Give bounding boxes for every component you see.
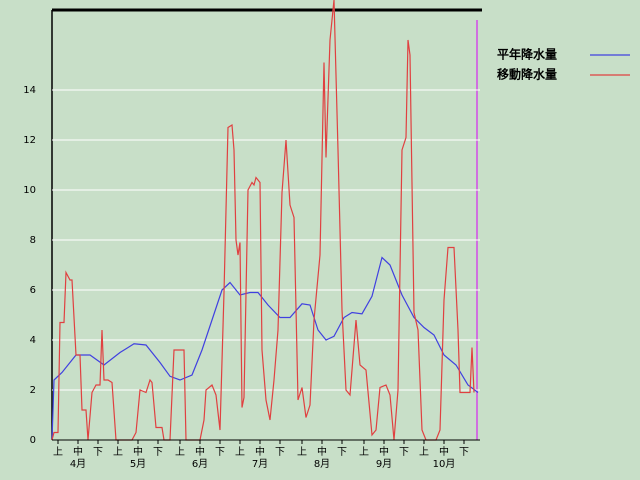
x-tick-label: 中 <box>317 445 327 458</box>
x-tick-label: 上 <box>297 446 307 458</box>
y-tick-label: 8 <box>30 235 36 246</box>
month-label: 6月 <box>192 458 208 470</box>
x-tick-label: 中 <box>73 445 83 458</box>
x-tick-label: 下 <box>399 447 409 458</box>
y-tick-label: 0 <box>30 435 36 446</box>
y-tick-label: 4 <box>30 335 36 346</box>
x-tick-label: 上 <box>113 446 123 458</box>
month-label: 9月 <box>376 458 392 470</box>
grid <box>52 89 480 441</box>
y-tick-label: 14 <box>23 85 36 96</box>
marks <box>51 0 479 441</box>
legend-label: 平年降水量 <box>497 47 557 62</box>
month-label: 7月 <box>252 458 268 470</box>
y-tick-label: 10 <box>23 185 36 196</box>
x-tick-label: 下 <box>153 447 163 458</box>
x-tick-label: 中 <box>133 445 143 458</box>
x-tick-label: 上 <box>235 446 245 458</box>
x-tick-label: 中 <box>379 445 389 458</box>
month-label: 8月 <box>314 458 330 470</box>
x-tick-label: 中 <box>255 445 265 458</box>
x-tick-label: 下 <box>337 447 347 458</box>
legend-label: 移動降水量 <box>497 67 557 82</box>
month-label: 4月 <box>70 458 86 470</box>
x-tick-label: 下 <box>459 447 469 458</box>
month-label: 10月 <box>433 458 456 470</box>
x-tick-label: 下 <box>215 447 225 458</box>
x-tick-label: 下 <box>93 447 103 458</box>
month-label: 5月 <box>130 458 146 470</box>
x-tick-label: 上 <box>175 446 185 458</box>
x-tick-label: 上 <box>419 446 429 458</box>
x-tick-label: 中 <box>439 445 449 458</box>
y-tick-label: 12 <box>23 135 36 146</box>
series-line <box>51 0 475 441</box>
y-tick-label: 2 <box>30 385 36 396</box>
series-line <box>51 256 479 441</box>
x-tick-label: 下 <box>275 447 285 458</box>
x-tick-label: 上 <box>359 446 369 458</box>
x-tick-label: 上 <box>53 446 63 458</box>
y-tick-label: 6 <box>30 285 36 296</box>
x-tick-label: 中 <box>195 445 205 458</box>
